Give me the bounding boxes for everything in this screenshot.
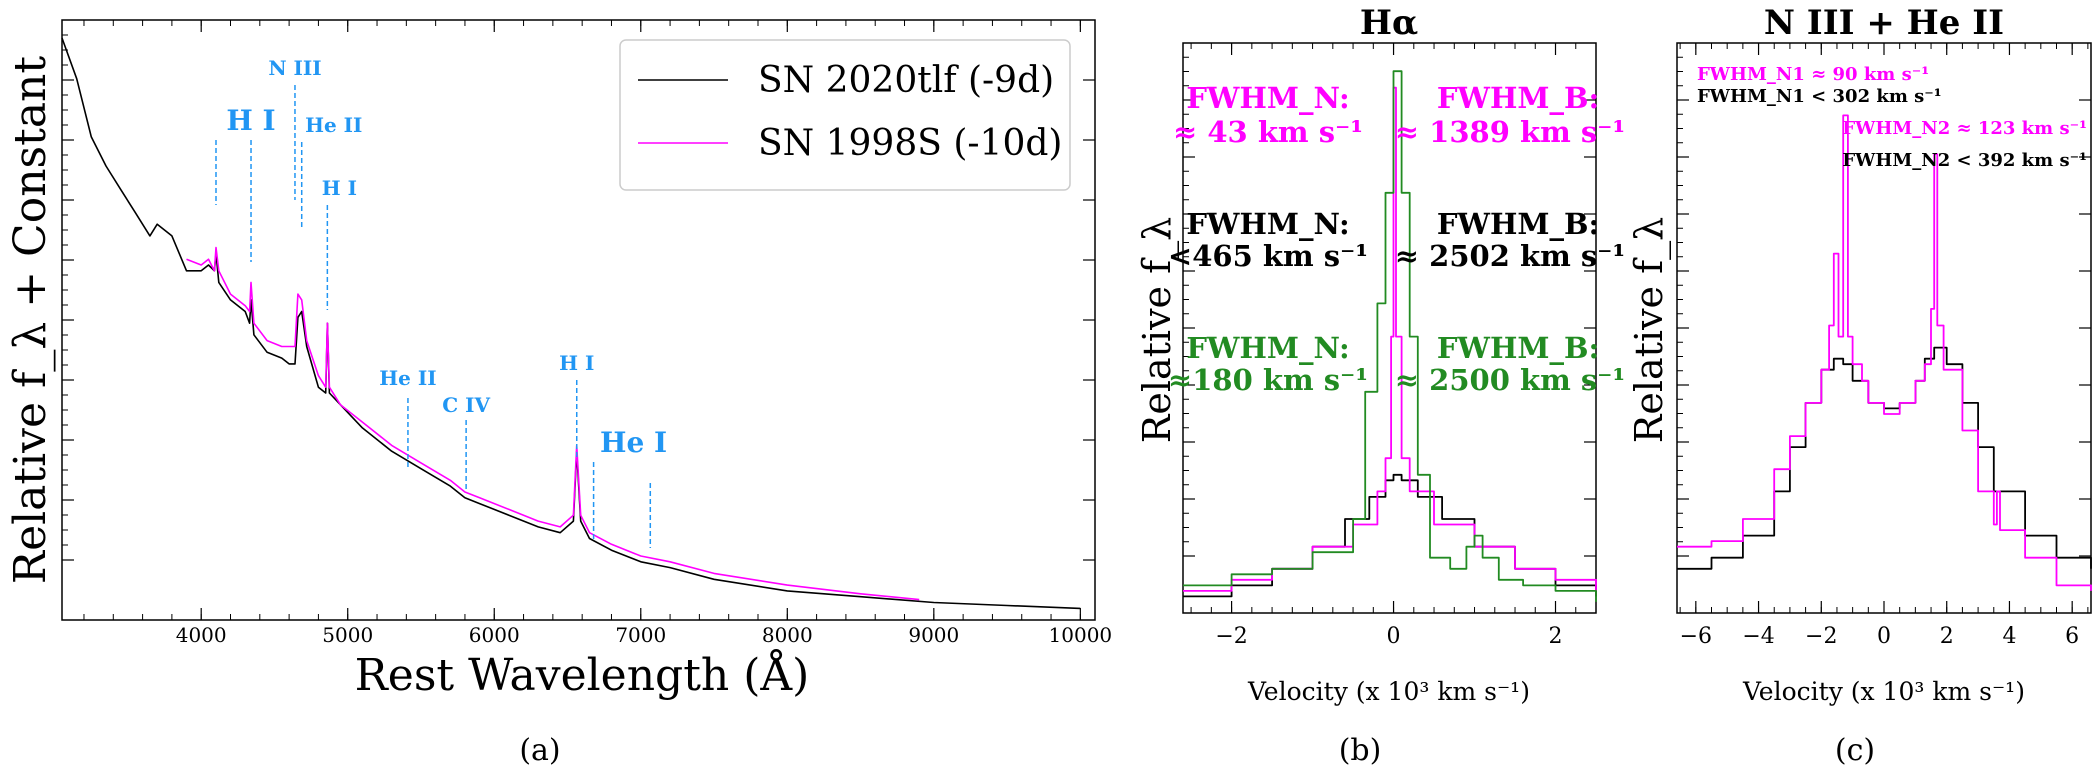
line-id-label: C IV	[442, 393, 490, 417]
series-line-1	[61, 37, 1081, 610]
fwhm-n2-black: FWHM_N2 < 392 km s⁻¹	[1842, 150, 2087, 171]
x-tick-label: 0	[1387, 624, 1401, 649]
panel-b-ticks: −2 0 2	[1183, 43, 1597, 649]
series-line-1	[1677, 346, 2092, 570]
line-id-label: He II	[379, 366, 436, 390]
panel-b-xlabel: Velocity (x 10³ km s⁻¹)	[1247, 677, 1530, 706]
series-line-3	[1183, 70, 1597, 602]
fwhm-n-black-label: FWHM_N:	[1186, 207, 1349, 241]
panel-c-xlabel: Velocity (x 10³ km s⁻¹)	[1742, 677, 2025, 706]
fwhm-n-green-label: FWHM_N:	[1186, 331, 1349, 365]
x-tick-label: 9000	[908, 623, 959, 647]
line-id-label: N III	[268, 56, 321, 80]
fwhm-n2-magenta: FWHM_N2 ≈ 123 km s⁻¹	[1842, 118, 2087, 139]
x-tick-label: 7000	[615, 623, 666, 647]
x-tick-label: 2	[1940, 624, 1954, 649]
panel-c-annotations: FWHM_N1 ≈ 90 km s⁻¹ FWHM_N1 < 302 km s⁻¹…	[1697, 64, 2087, 171]
x-tick-label: 6	[2065, 624, 2079, 649]
legend-label-1998s: SN 1998S (-10d)	[758, 123, 1062, 164]
panel-b-title: Hα	[1360, 3, 1418, 43]
line-id-label: H I	[559, 351, 594, 375]
x-tick-label: 2	[1549, 624, 1563, 649]
legend-label-2020tlf: SN 2020tlf (-9d)	[758, 60, 1054, 101]
panel-c-title: N III + He II	[1764, 3, 2004, 43]
x-tick-label: 10000	[1049, 623, 1113, 647]
x-tick-label: −2	[1805, 624, 1837, 649]
panel-c-lines	[1677, 114, 2092, 591]
panel-c-ylabel: Relative f_λ	[1627, 217, 1672, 444]
panel-b-caption: (b)	[1339, 733, 1382, 767]
x-tick-label: −6	[1680, 624, 1712, 649]
fwhm-b-green-value: ≈ 2500 km s⁻¹	[1395, 363, 1625, 397]
fwhm-n-magenta-value: ≈ 43 km s⁻¹	[1173, 115, 1363, 149]
panel-a-xlabel: Rest Wavelength (Å)	[355, 648, 810, 701]
fwhm-b-magenta-value: ≈ 1389 km s⁻¹	[1395, 115, 1625, 149]
panel-b-ylabel: Relative f_λ	[1135, 217, 1180, 444]
x-tick-label: 0	[1877, 624, 1891, 649]
fwhm-b-magenta-label: FWHM_B:	[1437, 81, 1599, 115]
series-line-2	[186, 246, 920, 601]
panel-a: 4000 5000 6000 7000 8000 9000 10000 H I N III He…	[5, 19, 1112, 767]
panel-b-annotations: FWHM_N: ≈ 43 km s⁻¹ FWHM_B: ≈ 1389 km s⁻…	[1168, 81, 1625, 397]
line-id-label: He I	[600, 426, 667, 459]
panel-b: −2 0 2 Hα Velocity (x 10³ km s⁻¹) Relative…	[1135, 3, 1625, 767]
legend: SN 2020tlf (-9d) SN 1998S (-10d)	[619, 39, 1071, 191]
fwhm-n-black-value: <465 km s⁻¹	[1168, 239, 1368, 273]
x-tick-label: 4000	[176, 623, 227, 647]
x-tick-label: −4	[1742, 624, 1774, 649]
x-tick-label: 5000	[322, 623, 373, 647]
x-tick-label: 8000	[762, 623, 813, 647]
line-id-label: H I	[226, 104, 275, 137]
panel-a-caption: (a)	[519, 733, 560, 767]
fwhm-b-black-value: ≈ 2502 km s⁻¹	[1395, 239, 1625, 273]
x-tick-label: 4	[2002, 624, 2016, 649]
panel-a-ylabel: Relative f_λ + Constant	[5, 56, 56, 584]
fwhm-n-magenta-label: FWHM_N:	[1186, 81, 1349, 115]
fwhm-n1-black: FWHM_N1 < 302 km s⁻¹	[1697, 86, 1942, 107]
panel-c-caption: (c)	[1835, 733, 1875, 767]
panel-a-ticks: 4000 5000 6000 7000 8000 9000 10000	[62, 20, 1112, 647]
x-tick-label: 6000	[469, 623, 520, 647]
fwhm-b-green-label: FWHM_B:	[1437, 331, 1599, 365]
line-id-label: H I	[322, 176, 357, 200]
series-line-1	[1183, 473, 1597, 598]
series-line-2	[1677, 114, 2092, 591]
panel-b-lines	[1183, 70, 1597, 602]
fwhm-b-black-label: FWHM_B:	[1437, 207, 1599, 241]
panel-c: −6 −4 −2 0 2 4 6 N III + He II Velocity (x 10³…	[1627, 3, 2092, 767]
legend-box	[619, 39, 1071, 191]
panel-c-ticks: −6 −4 −2 0 2 4 6	[1677, 43, 2091, 649]
fwhm-n-green-value: ≈180 km s⁻¹	[1168, 363, 1368, 397]
fwhm-n1-magenta: FWHM_N1 ≈ 90 km s⁻¹	[1697, 64, 1929, 85]
x-tick-label: −2	[1215, 624, 1247, 649]
line-id-label: He II	[305, 113, 362, 137]
panel-a-lines	[61, 37, 1081, 610]
